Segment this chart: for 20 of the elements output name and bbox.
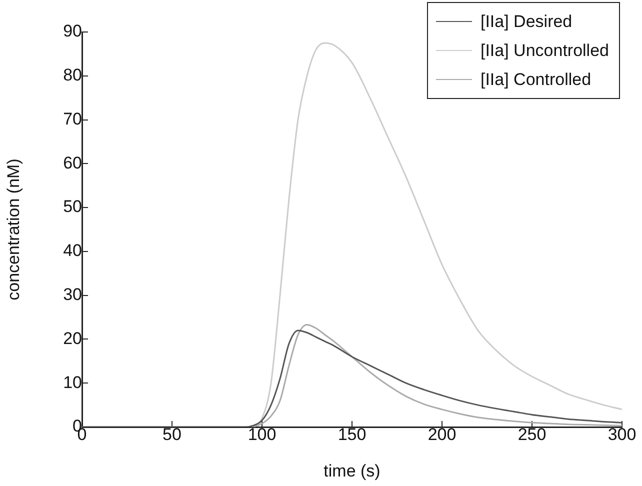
y-axis-title: concentration (nM)	[4, 158, 23, 300]
x-tick-label: 300	[608, 424, 636, 444]
y-tick-label: 80	[63, 66, 82, 85]
y-tick-label: 10	[63, 372, 82, 392]
x-tick-label: 150	[338, 424, 366, 444]
x-tick-label: 250	[518, 424, 546, 444]
legend-label: [IIa] Uncontrolled	[480, 40, 609, 60]
legend-label: [IIa] Controlled	[480, 70, 592, 90]
y-tick-label: 20	[63, 328, 82, 348]
legend-label: [IIa] Desired	[480, 12, 572, 32]
y-tick-label: 40	[63, 241, 82, 260]
x-tick-label: 100	[248, 424, 276, 444]
y-tick-label: 90	[63, 22, 82, 41]
y-tick-label: 70	[63, 109, 82, 128]
x-tick-label: 50	[162, 424, 182, 444]
y-tick-label: 30	[63, 285, 82, 304]
y-tick-label: 60	[63, 153, 82, 172]
x-tick-label: 200	[428, 424, 456, 444]
x-axis-title: time (s)	[324, 461, 380, 480]
y-tick-label: 50	[63, 197, 82, 216]
